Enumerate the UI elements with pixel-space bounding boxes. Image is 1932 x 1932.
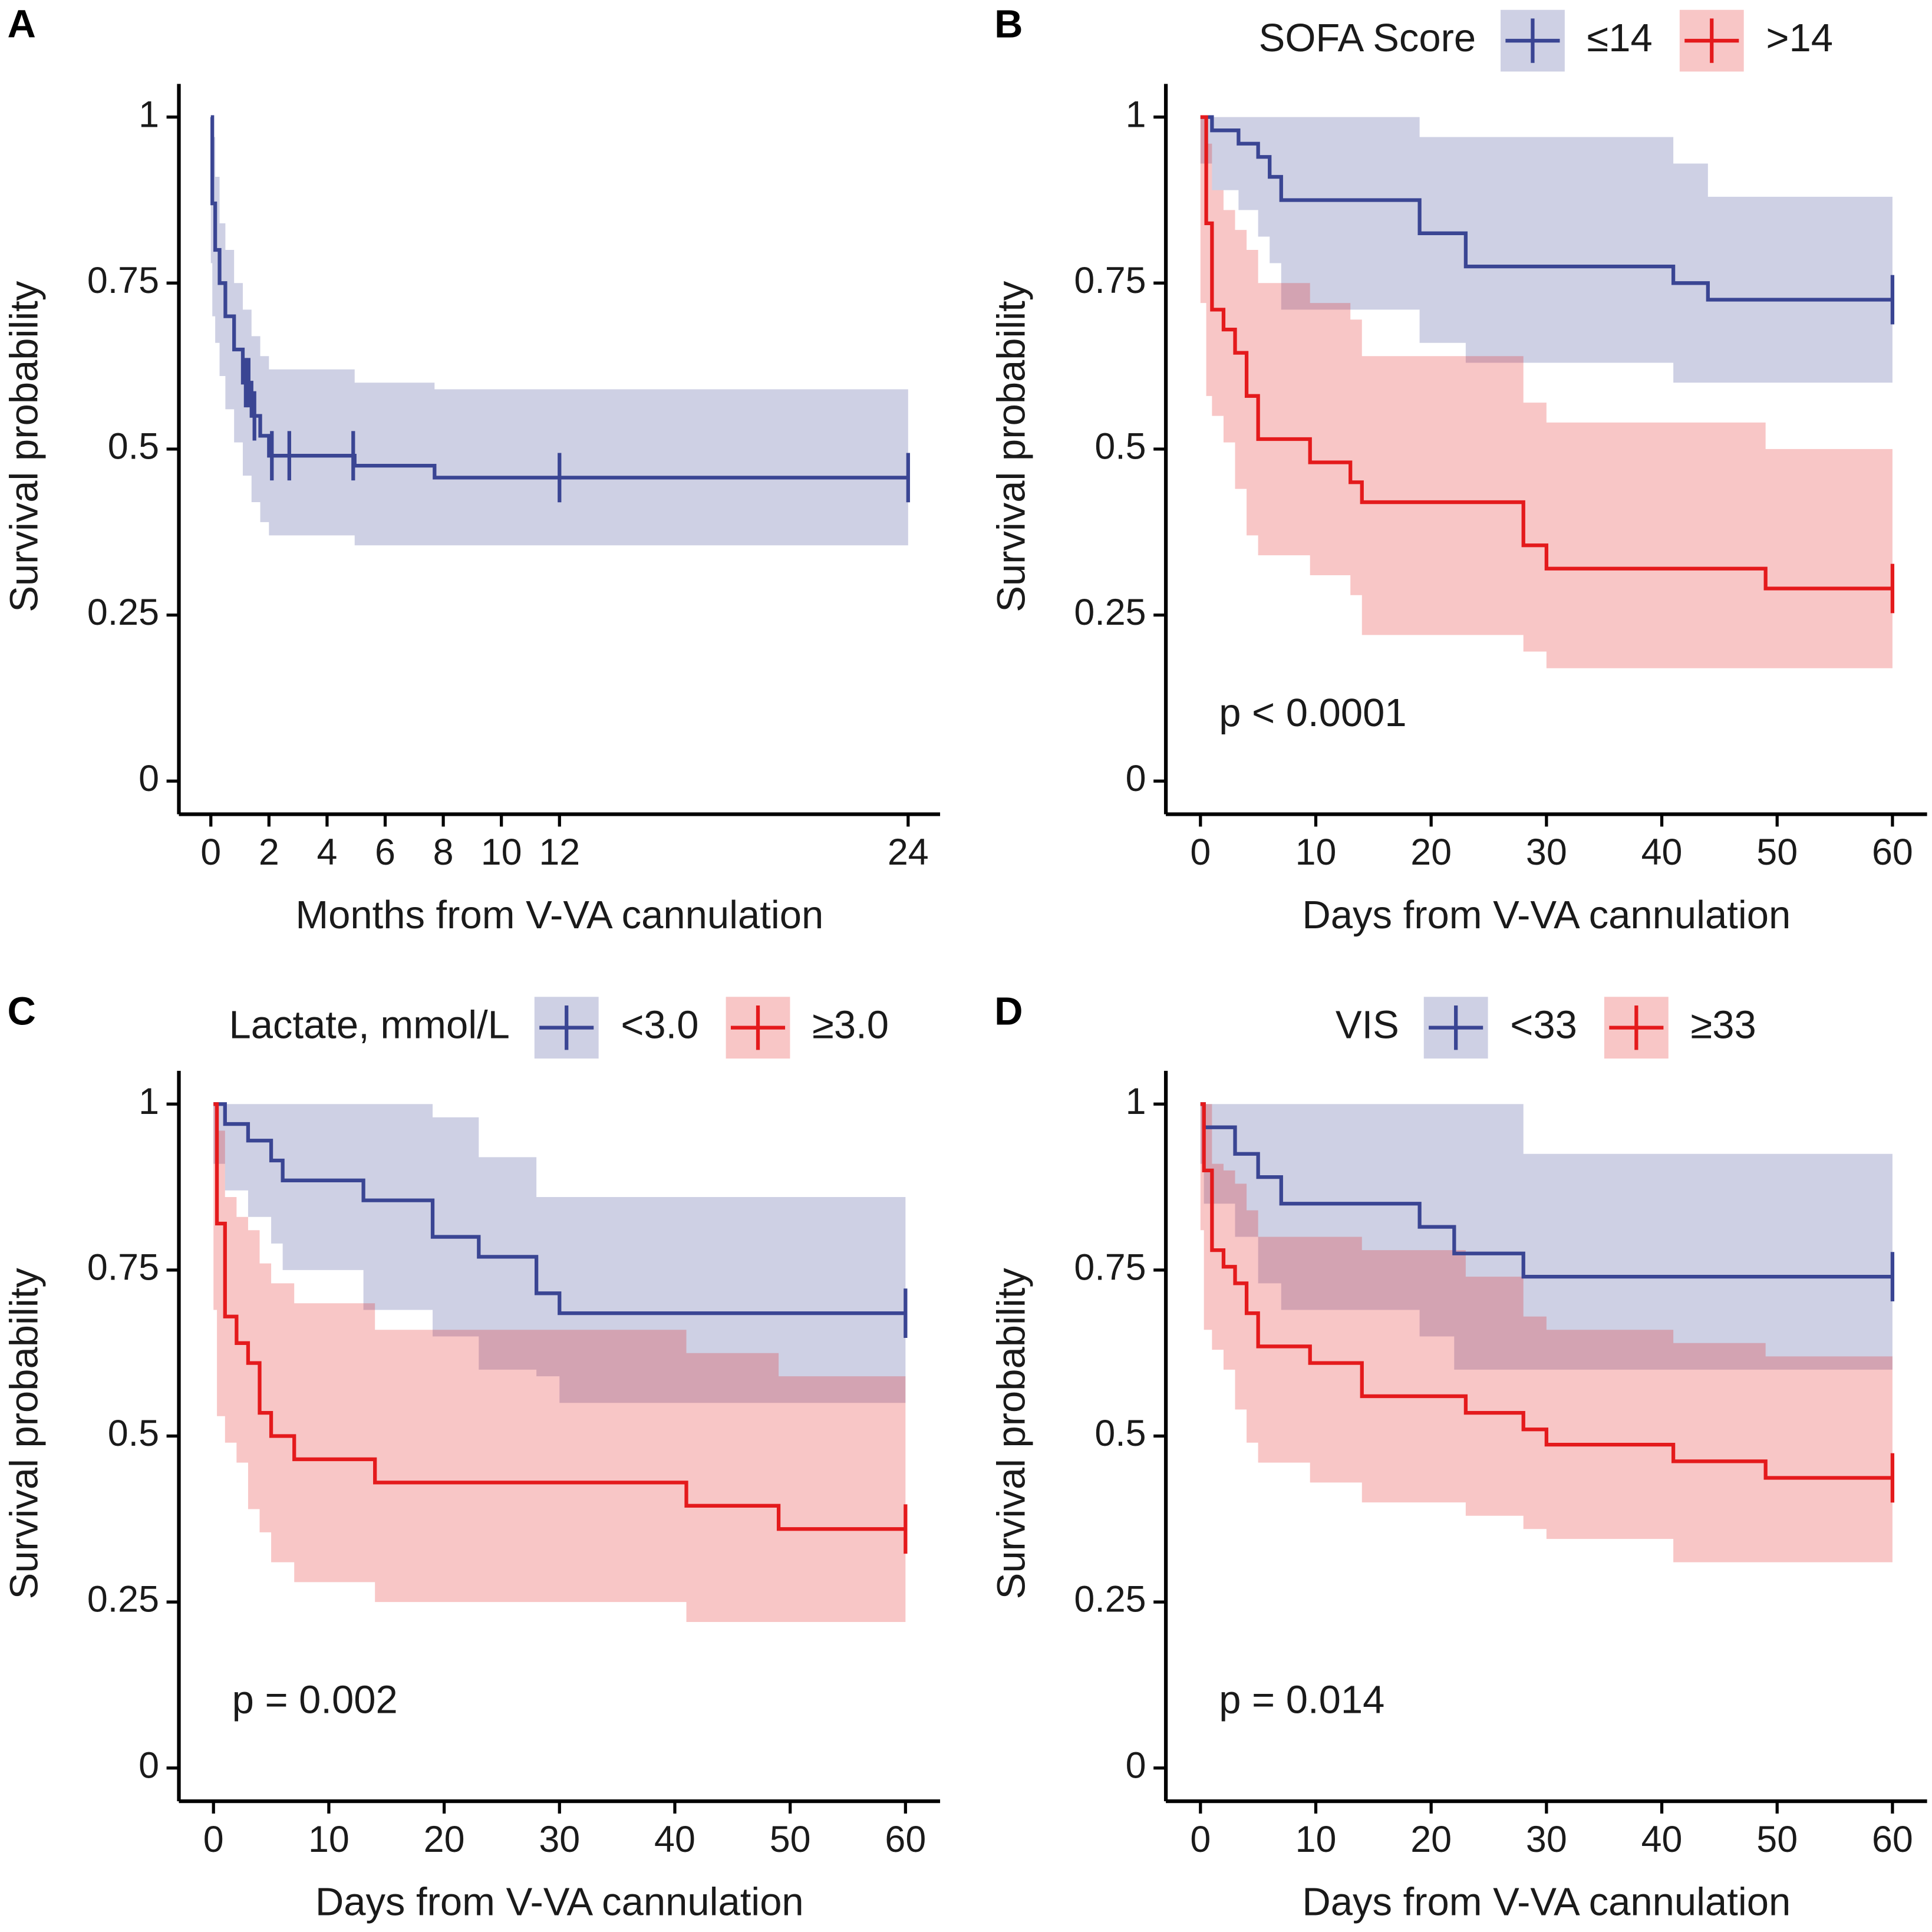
x-tick-label: 50	[770, 1819, 811, 1860]
x-tick-label: 60	[1872, 1819, 1913, 1860]
legend-label: ≤14	[1587, 16, 1653, 60]
confidence-band	[213, 1104, 906, 1403]
y-tick-label: 0.75	[1074, 1247, 1146, 1288]
y-axis-title: Survival probability	[2, 1268, 47, 1600]
x-tick-label: 30	[1526, 832, 1567, 873]
survival-curve	[1200, 115, 1893, 302]
legend-title: Lactate, mmol/L	[229, 1003, 509, 1047]
x-tick-label: 60	[1872, 832, 1913, 873]
x-tick-label: 12	[539, 832, 580, 873]
x-tick-label: 0	[203, 1819, 224, 1860]
confidence-band	[1200, 117, 1893, 383]
legend-key	[726, 997, 790, 1059]
x-tick-label: 0	[200, 832, 221, 873]
x-axis-title: Days from V-VA cannulation	[1302, 1880, 1791, 1924]
y-tick-label: 1	[1126, 94, 1146, 135]
y-tick-label: 0.5	[1094, 1413, 1146, 1454]
survival-curve	[1200, 1102, 1893, 1279]
y-tick-label: 1	[139, 1081, 159, 1122]
legend-label: <33	[1510, 1003, 1577, 1047]
p-value: p = 0.002	[232, 1677, 398, 1722]
x-axis-title: Days from V-VA cannulation	[1302, 893, 1791, 937]
x-tick-label: 20	[424, 1819, 465, 1860]
legend-key	[1423, 997, 1488, 1059]
y-tick-label: 0	[139, 758, 159, 799]
p-value: p = 0.014	[1219, 1677, 1384, 1722]
x-axis-title: Days from V-VA cannulation	[315, 1880, 804, 1924]
x-tick-label: 4	[316, 832, 337, 873]
y-tick-label: 0.75	[87, 260, 159, 301]
survival-curve	[213, 1102, 906, 1316]
x-tick-label: 2	[259, 832, 279, 873]
y-tick-label: 0.5	[108, 426, 159, 467]
y-tick-label: 1	[139, 94, 159, 135]
panel-label: C	[8, 989, 36, 1033]
p-value: p < 0.0001	[1219, 691, 1406, 735]
y-tick-label: 0.5	[108, 1413, 159, 1454]
panel-label: A	[8, 2, 36, 47]
y-tick-label: 0.75	[1074, 260, 1146, 301]
y-tick-label: 0	[1126, 758, 1146, 799]
x-tick-label: 50	[1756, 1819, 1798, 1860]
x-tick-label: 0	[1190, 832, 1211, 873]
legend-title: SOFA Score	[1259, 16, 1476, 60]
y-tick-label: 0.25	[87, 592, 159, 633]
y-tick-label: 0	[139, 1745, 159, 1786]
y-axis-title: Survival probability	[2, 281, 47, 612]
x-tick-label: 40	[1641, 1819, 1683, 1860]
survival-curve	[213, 1102, 906, 1531]
y-tick-label: 0.75	[87, 1247, 159, 1288]
confidence-band	[1200, 1104, 1893, 1370]
x-tick-label: 6	[375, 832, 395, 873]
x-tick-label: 30	[1526, 1819, 1567, 1860]
legend-key	[534, 997, 599, 1059]
survival-curve	[1200, 115, 1893, 591]
x-tick-label: 24	[888, 832, 929, 873]
y-tick-label: 0.25	[1074, 1579, 1146, 1620]
legend-key	[1679, 9, 1744, 72]
x-tick-label: 10	[481, 832, 522, 873]
x-tick-label: 10	[1295, 1819, 1337, 1860]
y-tick-label: 0.25	[1074, 592, 1146, 633]
legend-key	[1501, 9, 1565, 72]
x-tick-label: 0	[1190, 1819, 1211, 1860]
legend-label: ≥33	[1690, 1003, 1756, 1047]
x-tick-label: 8	[433, 832, 454, 873]
x-tick-label: 40	[654, 1819, 695, 1860]
legend-label: ≥3.0	[812, 1003, 889, 1047]
x-tick-label: 10	[1295, 832, 1337, 873]
x-tick-label: 60	[885, 1819, 926, 1860]
x-tick-label: 20	[1410, 1819, 1452, 1860]
confidence-band	[210, 117, 908, 546]
x-tick-label: 30	[539, 1819, 580, 1860]
y-tick-label: 0	[1126, 1745, 1146, 1786]
panel-label: D	[994, 989, 1023, 1033]
confidence-band	[1200, 117, 1893, 668]
x-axis-title: Months from V-VA cannulation	[295, 893, 823, 937]
legend-title: VIS	[1336, 1003, 1399, 1047]
y-axis-title: Survival probability	[989, 281, 1033, 612]
y-tick-label: 0.25	[87, 1579, 159, 1620]
confidence-band	[1200, 1104, 1893, 1562]
x-tick-label: 10	[308, 1819, 350, 1860]
legend-key	[1604, 997, 1669, 1059]
y-axis-title: Survival probability	[989, 1268, 1033, 1600]
x-tick-label: 50	[1756, 832, 1798, 873]
y-tick-label: 1	[1126, 1081, 1146, 1122]
x-tick-label: 40	[1641, 832, 1683, 873]
y-tick-label: 0.5	[1094, 426, 1146, 467]
confidence-band	[213, 1104, 906, 1622]
legend-label: >14	[1766, 16, 1833, 60]
legend-label: <3.0	[621, 1003, 698, 1047]
x-tick-label: 20	[1410, 832, 1452, 873]
survival-curve	[1200, 1102, 1893, 1480]
panel-label: B	[994, 2, 1023, 47]
